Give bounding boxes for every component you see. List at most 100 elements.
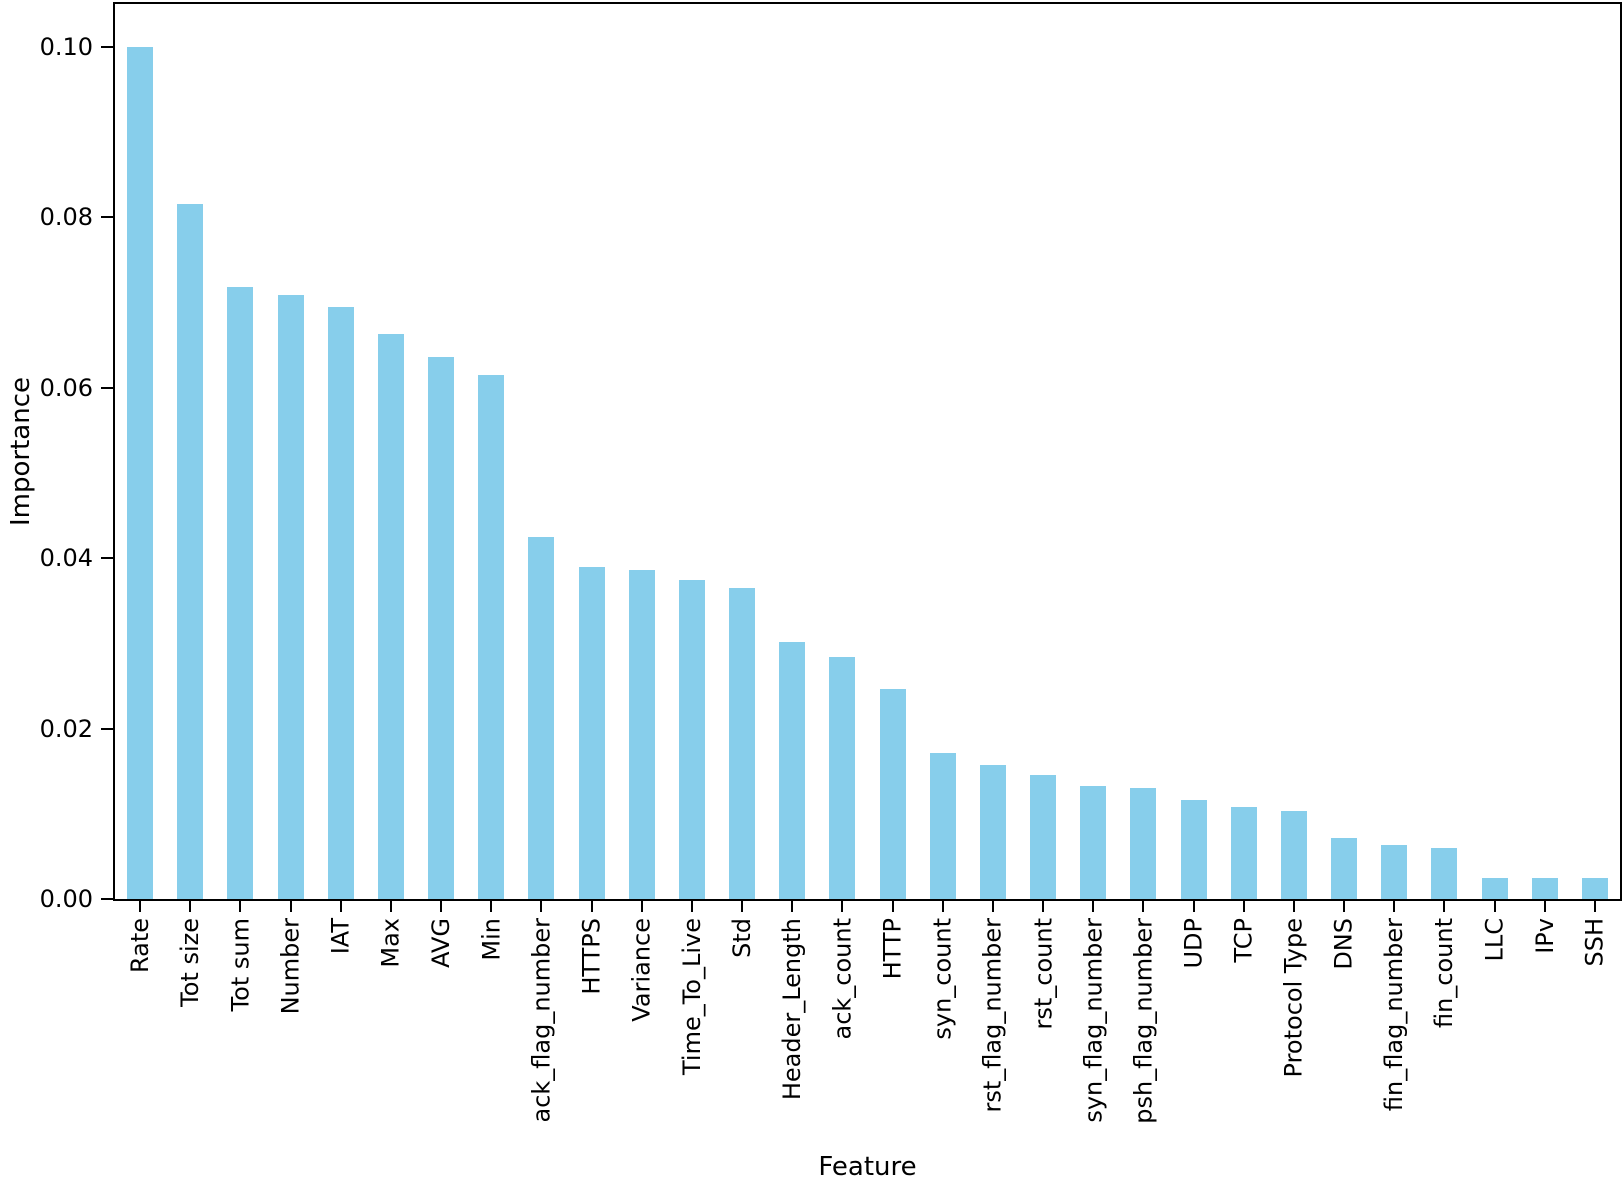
x-tick-mark <box>289 901 292 912</box>
x-tick-label-text: Max <box>376 918 405 968</box>
x-tick-label-text: TCP <box>1229 918 1258 963</box>
x-tick-mark <box>1292 901 1295 912</box>
x-tick-mark <box>440 901 443 912</box>
bar-tcp <box>1230 807 1257 899</box>
bar-number <box>277 295 304 899</box>
x-tick-label-text: HTTP <box>878 918 907 980</box>
bar-ipv <box>1531 878 1558 899</box>
x-tick-label-text: Min <box>477 918 506 961</box>
x-tick-mark <box>389 901 392 912</box>
bar-time-to-live <box>678 580 705 899</box>
x-tick-label-text: syn_flag_number <box>1079 918 1108 1123</box>
x-tick-mark <box>490 901 493 912</box>
y-tick-label-0-02: 0.02 <box>39 714 93 743</box>
x-tick-label-text: LLC <box>1480 918 1509 962</box>
x-tick-mark <box>1393 901 1396 912</box>
y-tick-mark <box>101 386 113 389</box>
bar-tot-sum <box>227 287 254 899</box>
x-tick-mark <box>540 901 543 912</box>
x-tick-label-text: Time_To_Live <box>677 918 706 1076</box>
x-tick-label-text: HTTPS <box>577 918 606 995</box>
x-tick-mark <box>741 901 744 912</box>
x-tick-label-text: IAT <box>326 918 355 955</box>
y-tick-label-0-00: 0.00 <box>39 885 93 913</box>
bar-std <box>729 588 756 899</box>
bar-ack-flag-number <box>528 537 555 899</box>
y-tick-label-0-04: 0.04 <box>39 544 93 573</box>
x-tick-label-text: Header_Length <box>778 918 807 1101</box>
x-tick-mark <box>1343 901 1346 912</box>
bar-header-length <box>779 642 806 899</box>
bar-fin-count <box>1431 848 1458 899</box>
x-tick-label-text: Tot sum <box>226 918 255 1012</box>
bar-rate <box>127 47 154 899</box>
bar-https <box>578 567 605 899</box>
bar-syn-flag-number <box>1080 786 1107 899</box>
x-tick-mark <box>1493 901 1496 912</box>
x-tick-mark <box>991 901 994 912</box>
y-tick-mark <box>101 727 113 730</box>
x-tick-mark <box>590 901 593 912</box>
x-tick-mark <box>791 901 794 912</box>
plot-area <box>113 2 1622 901</box>
bar-rst-count <box>1030 775 1057 899</box>
x-tick-mark <box>239 901 242 912</box>
y-tick-label-0-10: 0.10 <box>39 32 93 61</box>
bar-iat <box>327 307 354 899</box>
y-axis-label-container: Importance <box>4 4 38 899</box>
bar-ssh <box>1581 878 1608 899</box>
x-tick-mark <box>1092 901 1095 912</box>
x-tick-mark <box>941 901 944 912</box>
bar-dns <box>1331 838 1358 899</box>
bar-variance <box>628 570 655 899</box>
x-tick-label-text: Number <box>276 918 305 1015</box>
x-tick-label-text: fin_count <box>1430 918 1459 1029</box>
x-tick-mark <box>1443 901 1446 912</box>
x-tick-label-text: fin_flag_number <box>1380 918 1409 1112</box>
y-tick-mark <box>101 216 113 219</box>
x-tick-mark <box>640 901 643 912</box>
x-tick-label-text: rst_count <box>1029 918 1058 1030</box>
x-tick-mark <box>139 901 142 912</box>
x-tick-mark <box>1543 901 1546 912</box>
bar-psh-flag-number <box>1130 788 1157 899</box>
bar-ack-count <box>829 657 856 899</box>
x-tick-label-text: ack_count <box>828 918 857 1040</box>
bar-rst-flag-number <box>979 765 1006 899</box>
bar-protocol-type <box>1280 811 1307 899</box>
x-tick-mark <box>189 901 192 912</box>
x-tick-label-text: psh_flag_number <box>1129 918 1158 1124</box>
bar-http <box>879 689 906 899</box>
x-tick-label-text: DNS <box>1330 918 1359 970</box>
x-tick-mark <box>339 901 342 912</box>
x-tick-label-text: Tot size <box>176 918 205 1007</box>
x-tick-mark <box>1593 901 1596 912</box>
bar-tot-size <box>177 204 204 899</box>
x-tick-label-text: SSH <box>1580 918 1609 967</box>
x-tick-label-text: AVG <box>427 918 456 968</box>
bar-syn-count <box>929 753 956 899</box>
x-tick-mark <box>690 901 693 912</box>
x-tick-label-text: Protocol Type <box>1279 918 1308 1078</box>
x-tick-mark <box>891 901 894 912</box>
y-tick-mark <box>101 557 113 560</box>
x-tick-label-text: syn_count <box>928 918 957 1040</box>
bar-llc <box>1481 878 1508 899</box>
bar-udp <box>1180 800 1207 899</box>
x-tick-label-text: rst_flag_number <box>978 918 1007 1113</box>
bar-min <box>478 375 505 899</box>
x-tick-mark <box>1242 901 1245 912</box>
x-tick-mark <box>1042 901 1045 912</box>
x-tick-label-text: IPv <box>1530 918 1559 954</box>
x-tick-mark <box>1142 901 1145 912</box>
x-tick-label-text: Rate <box>126 918 155 974</box>
x-tick-label-text: Std <box>728 918 757 958</box>
x-tick-label-text: ack_flag_number <box>527 918 556 1123</box>
bar-fin-flag-number <box>1381 845 1408 899</box>
x-tick-label-text: Variance <box>627 918 656 1022</box>
y-tick-label-0-06: 0.06 <box>39 373 93 402</box>
bar-max <box>377 334 404 899</box>
y-tick-mark <box>101 45 113 48</box>
y-tick-label-0-08: 0.08 <box>39 203 93 232</box>
